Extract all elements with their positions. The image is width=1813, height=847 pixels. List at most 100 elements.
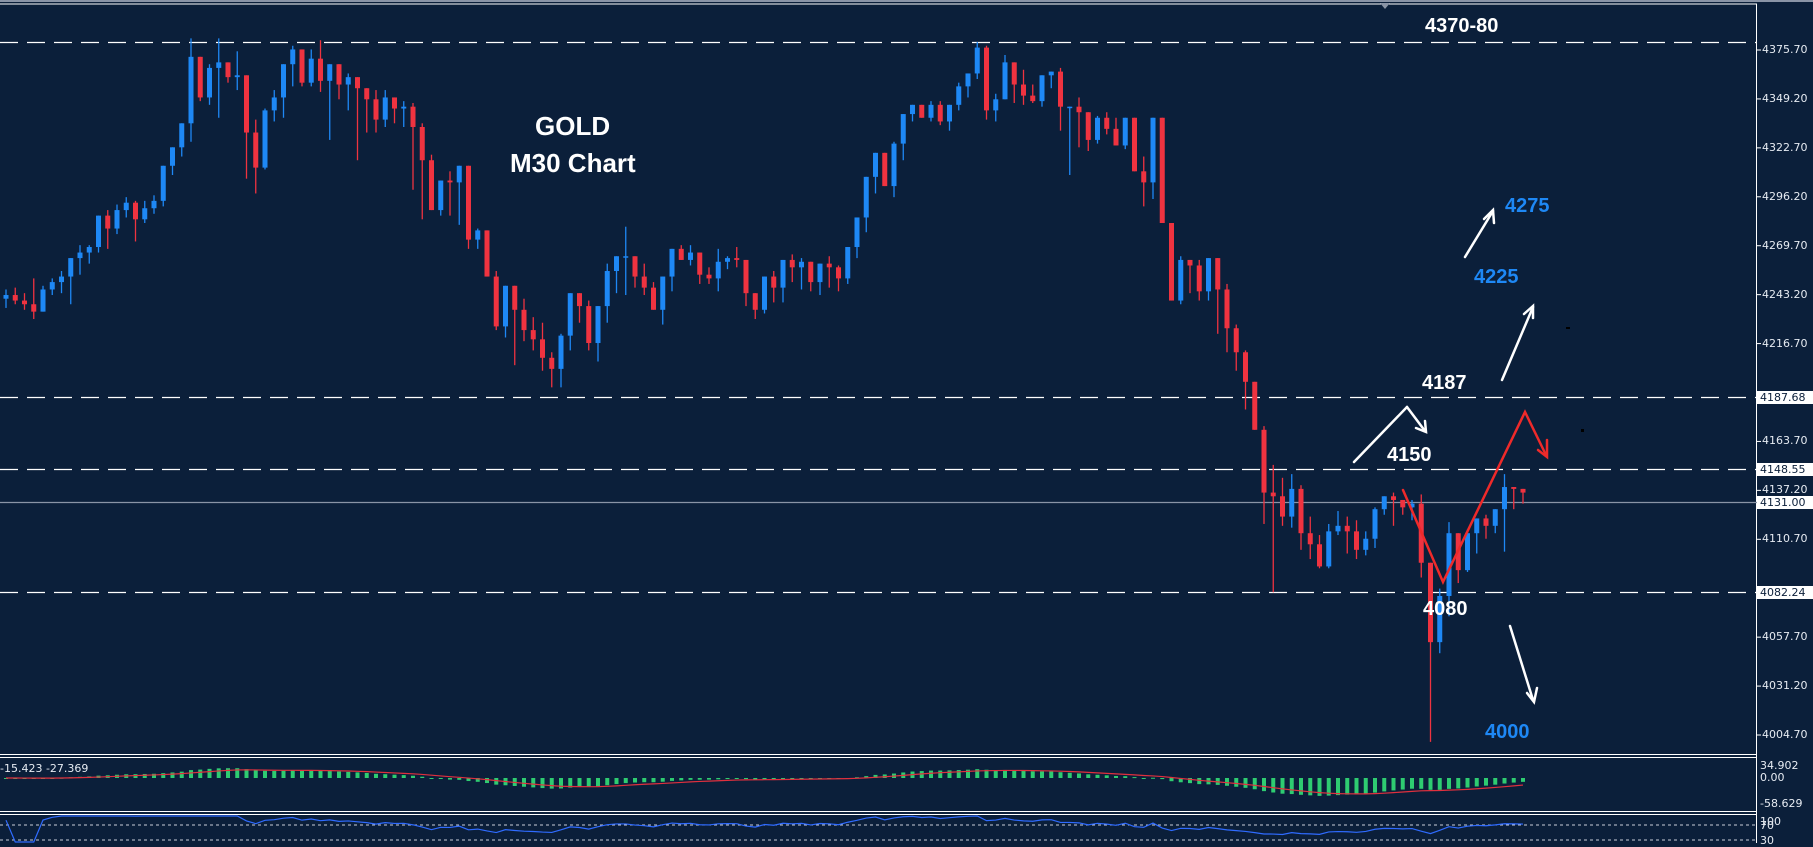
candle (891, 143, 897, 187)
candle (475, 230, 481, 240)
candle (1372, 509, 1378, 539)
candle (1206, 258, 1211, 292)
candle (1196, 265, 1202, 292)
candle (984, 47, 989, 111)
chart-shift-marker-icon[interactable] (1380, 3, 1390, 9)
candle (133, 202, 138, 220)
candle (706, 274, 712, 279)
candle (623, 256, 629, 258)
macd-axis-bottom: -58.629 (1760, 797, 1803, 810)
candle (725, 258, 730, 262)
candle (910, 104, 915, 115)
candle (826, 263, 832, 268)
candle (49, 282, 55, 290)
macd-indicator (4, 768, 1525, 796)
candle (1048, 71, 1054, 76)
candle (873, 152, 878, 177)
candle (392, 97, 397, 109)
candle (1354, 531, 1359, 550)
candle (1122, 117, 1128, 146)
candle (1335, 525, 1341, 532)
macd-axis-top: 34.902 (1760, 759, 1799, 772)
candle (512, 285, 518, 310)
candle (521, 309, 527, 331)
rsi-indicator (5, 815, 1524, 843)
candlestick-series (3, 38, 1526, 742)
candle (22, 300, 27, 305)
candle (142, 208, 148, 220)
candle (1030, 95, 1036, 102)
candle (123, 202, 129, 211)
candle (1002, 62, 1008, 100)
candle (956, 86, 962, 105)
candle (281, 64, 286, 98)
candle (651, 287, 656, 310)
macd-axis-zero: 0.00 (1760, 771, 1785, 784)
level-annotation-4225: 4225 (1474, 266, 1519, 288)
candle (40, 289, 46, 312)
candle (244, 75, 249, 133)
candle (577, 293, 582, 307)
candle (743, 259, 749, 294)
candle (1159, 117, 1165, 224)
candle (836, 267, 841, 279)
candle (1076, 106, 1082, 113)
candle (789, 259, 795, 268)
rsi-axis-top: 100 (1760, 815, 1781, 828)
candle (1243, 352, 1248, 382)
candle (170, 147, 175, 166)
candle (1141, 171, 1147, 183)
candle (216, 62, 222, 68)
candle (937, 104, 943, 122)
candle (863, 176, 869, 218)
price-tick-label: 4004.70 (1762, 728, 1808, 741)
candle (604, 271, 610, 307)
candle (197, 56, 203, 98)
price-marker-label: 4082.24 (1757, 585, 1813, 599)
candle (336, 64, 342, 85)
candle (1520, 488, 1526, 493)
candle (965, 73, 971, 87)
candle (114, 210, 120, 229)
candle (1085, 112, 1091, 140)
candle (1095, 117, 1100, 140)
candle (179, 123, 185, 148)
candle (900, 114, 906, 144)
candle (318, 58, 323, 81)
candle (1039, 75, 1045, 102)
breakdown-arrow-4000 (1508, 624, 1539, 705)
price-tick-label: 4296.20 (1762, 189, 1808, 203)
candle (466, 165, 471, 240)
candle (771, 276, 777, 288)
stray-dot (1566, 327, 1570, 329)
candle (364, 88, 370, 100)
candle (697, 252, 703, 275)
candle (1058, 71, 1063, 107)
candle (484, 230, 490, 277)
price-tick-label: 4322.70 (1762, 140, 1808, 154)
candle (401, 106, 407, 109)
candle (1261, 429, 1267, 493)
price-tick-label: 4243.20 (1762, 287, 1808, 301)
candle (382, 97, 388, 120)
candle (1132, 117, 1137, 172)
price-tick-label: 4163.70 (1762, 434, 1808, 448)
candle (752, 293, 758, 310)
candle (345, 77, 351, 85)
candle (762, 276, 767, 310)
candle (1298, 488, 1304, 534)
candle (3, 295, 9, 299)
candle (68, 258, 74, 277)
level-annotation-4370-80: 4370-80 (1425, 15, 1499, 37)
candle (808, 261, 814, 283)
candle (373, 99, 379, 120)
candle (632, 256, 638, 277)
price-marker-label: 4131.00 (1757, 495, 1813, 509)
candle (558, 335, 564, 369)
candle (1113, 128, 1119, 146)
candle (1474, 518, 1480, 534)
candle (586, 306, 592, 344)
level-annotation-4150: 4150 (1387, 444, 1432, 466)
price-tick-label: 4110.70 (1762, 532, 1808, 546)
